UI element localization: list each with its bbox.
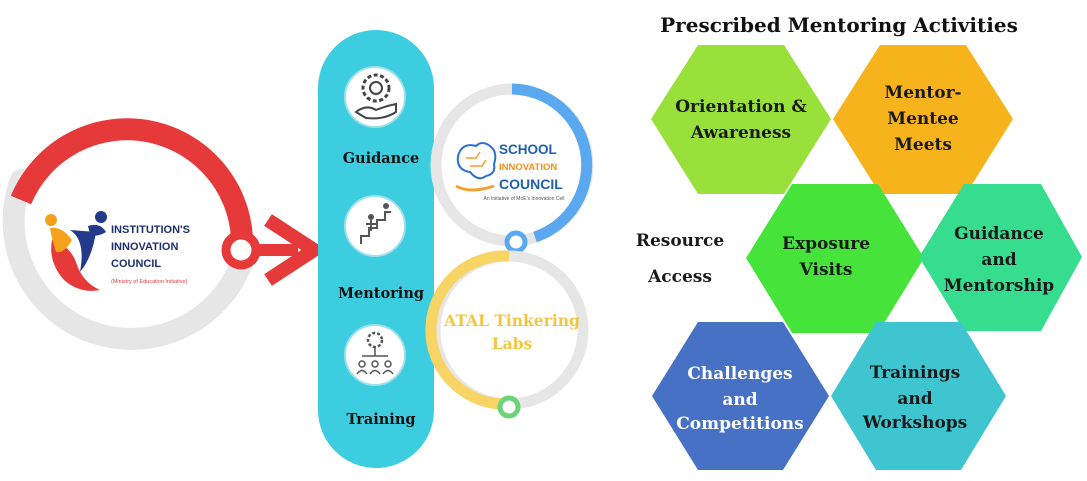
hex-mentor-shape xyxy=(833,45,1013,194)
atl-ring: ATAL Tinkering Labs xyxy=(425,250,589,419)
iic-logo-head-right xyxy=(95,211,107,223)
hex-challenges-line1: Challenges xyxy=(687,364,792,384)
hand-icon xyxy=(455,184,495,192)
iic-logo: INSTITUTION'S INNOVATION COUNCIL (Minist… xyxy=(45,211,190,291)
atl-title-line1: ATAL Tinkering xyxy=(443,311,580,330)
hex-trainings-line2: and xyxy=(897,389,932,409)
sic-blue-arc xyxy=(511,83,593,243)
pillar-label-guidance: Guidance xyxy=(343,150,420,167)
hex-orientation-line1: Orientation & xyxy=(675,97,807,117)
sic-ring-knob xyxy=(504,230,528,254)
atl-yellow-arc xyxy=(425,250,510,410)
iic-subtitle: (Ministry of Education Initiative) xyxy=(111,279,188,285)
hex-trainings-workshops: Trainings and Workshops xyxy=(831,322,1006,470)
hex-exposure-line1: Exposure xyxy=(782,234,870,254)
hex-challenges-line2: and xyxy=(722,390,757,410)
hex-orientation-awareness: Orientation & Awareness xyxy=(651,45,831,194)
iic-logo-figure-left xyxy=(50,227,72,253)
hex-exposure-visits: Exposure Visits xyxy=(746,184,924,333)
iic-ring xyxy=(2,118,327,350)
guidance-icon xyxy=(344,66,406,128)
hex-trainings-shape xyxy=(831,322,1006,470)
hex-mentor-mentee-meets: Mentor- Mentee Meets xyxy=(833,45,1013,194)
iic-grey-arc xyxy=(2,169,253,350)
sic-tagline: An Initiative of MoE's Innovation Cell xyxy=(484,196,565,202)
hex-trainings-line1: Trainings xyxy=(870,363,960,383)
sic-logo: SCHOOL INNOVATION COUNCIL An Initiative … xyxy=(455,142,565,202)
hex-challenges-competitions: Challenges and Competitions xyxy=(652,322,829,470)
hex-mentor-line1: Mentor- xyxy=(884,83,961,103)
sic-ring xyxy=(430,83,594,254)
iic-logo-figure-blue xyxy=(70,230,96,272)
iic-title-line3: COUNCIL xyxy=(111,258,161,270)
pillar-label-training: Training xyxy=(346,411,415,428)
atl-title-line2: Labs xyxy=(492,334,533,353)
iic-logo-figure-right xyxy=(88,224,106,236)
atl-ring-knob xyxy=(497,395,521,419)
arrow-right-icon xyxy=(264,214,327,286)
hex-guidance-line2: and xyxy=(981,250,1016,270)
sic-title-line2: INNOVATION xyxy=(499,162,557,173)
hex-trainings-line3: Workshops xyxy=(862,413,968,433)
hex-mentor-line3: Meets xyxy=(894,135,952,155)
activities-title: Prescribed Mentoring Activities xyxy=(660,13,1018,37)
iic-title-line1: INSTITUTION'S xyxy=(111,224,190,236)
brain-icon xyxy=(456,142,497,180)
hex-guidance-mentorship: Guidance and Mentorship xyxy=(919,184,1082,331)
iic-logo-head-left xyxy=(45,214,57,226)
hex-guidance-line1: Guidance xyxy=(954,224,1044,244)
hex-orientation-line2: Awareness xyxy=(690,123,791,143)
resource-access-line2: Access xyxy=(647,267,712,287)
iic-logo-swoosh xyxy=(51,240,100,291)
hex-challenges-line3: Competitions xyxy=(676,414,803,434)
iic-red-arc xyxy=(10,118,254,251)
pillar: Guidance Mentoring Training xyxy=(318,30,434,468)
hex-mentor-line2: Mentee xyxy=(887,109,959,129)
hex-exposure-shape xyxy=(746,184,924,333)
hex-guidance-shape xyxy=(919,184,1082,331)
resource-access-line1: Resource xyxy=(636,231,725,251)
hex-exposure-line2: Visits xyxy=(799,260,853,280)
brain-detail-lines xyxy=(466,151,487,167)
hex-guidance-line3: Mentorship xyxy=(944,276,1055,296)
hex-orientation-shape xyxy=(651,45,831,194)
pillar-label-mentoring: Mentoring xyxy=(338,285,424,302)
training-icon xyxy=(344,324,406,386)
iic-red-knob xyxy=(221,230,261,270)
sic-title-line1: SCHOOL xyxy=(499,142,557,157)
hex-challenges-shape xyxy=(652,322,829,470)
sic-title-line3: COUNCIL xyxy=(499,176,563,192)
mentoring-icon xyxy=(344,195,406,257)
iic-title-line2: INNOVATION xyxy=(111,241,178,253)
